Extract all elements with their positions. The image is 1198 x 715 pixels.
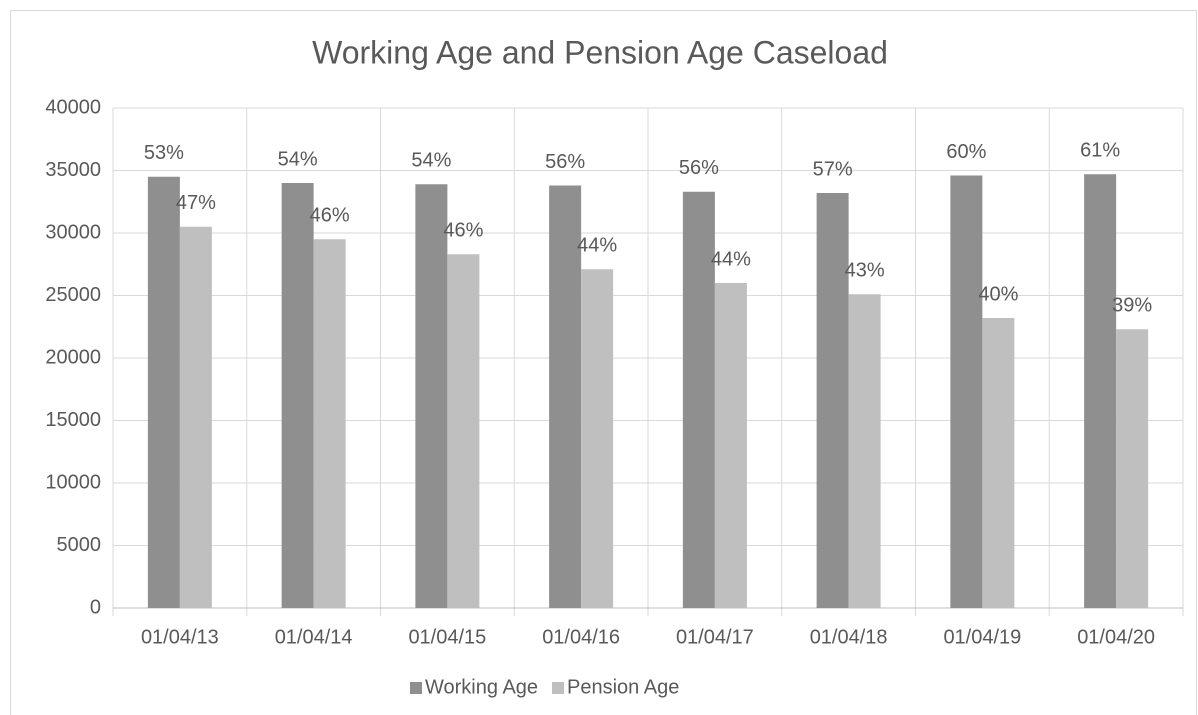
y-tick-label: 15000: [45, 409, 101, 431]
bar: [848, 294, 881, 608]
y-tick-label: 10000: [45, 471, 101, 493]
data-label: 47%: [176, 192, 216, 214]
data-label: 56%: [679, 157, 719, 179]
bar: [950, 175, 983, 608]
bar: [313, 239, 346, 608]
data-label: 61%: [1080, 140, 1120, 162]
bar: [1116, 329, 1149, 608]
bar: [982, 318, 1015, 608]
data-label: 54%: [411, 150, 451, 172]
chart-title: Working Age and Pension Age Caseload: [312, 34, 888, 70]
x-tick-label: 01/04/17: [676, 626, 754, 648]
y-tick-label: 30000: [45, 221, 101, 243]
data-label: 57%: [813, 158, 853, 180]
y-tick-label: 0: [90, 596, 101, 618]
bar: [682, 191, 715, 608]
y-tick-label: 20000: [45, 346, 101, 368]
x-tick-label: 01/04/14: [275, 626, 353, 648]
data-label: 44%: [711, 248, 751, 270]
x-tick-label: 01/04/16: [542, 626, 620, 648]
data-label: 54%: [278, 148, 318, 170]
chart-frame: [10, 10, 1197, 715]
bar: [147, 176, 180, 608]
data-label: 46%: [443, 220, 483, 242]
bar: [816, 193, 849, 608]
y-tick-label: 25000: [45, 284, 101, 306]
bar: [581, 269, 614, 608]
legend-swatch: [410, 682, 422, 694]
y-tick-label: 5000: [57, 534, 102, 556]
legend-label: Working Age: [425, 676, 538, 698]
x-tick-label: 01/04/13: [141, 626, 219, 648]
x-tick-label: 01/04/15: [408, 626, 486, 648]
bar: [549, 185, 582, 608]
legend-label: Pension Age: [567, 676, 679, 698]
data-label: 46%: [310, 205, 350, 227]
bar: [415, 184, 448, 608]
data-label: 53%: [144, 142, 184, 164]
x-tick-label: 01/04/19: [943, 626, 1021, 648]
bar: [447, 254, 480, 608]
data-label: 44%: [577, 235, 617, 257]
bar: [1084, 174, 1117, 608]
bar: [714, 283, 747, 608]
data-label: 40%: [978, 283, 1018, 305]
data-label: 43%: [845, 260, 885, 282]
data-label: 60%: [946, 141, 986, 163]
bar: [281, 183, 314, 608]
legend-swatch: [552, 682, 565, 694]
data-label: 56%: [545, 151, 585, 173]
y-tick-label: 40000: [45, 96, 101, 118]
x-tick-label: 01/04/18: [810, 626, 888, 648]
y-tick-label: 35000: [45, 159, 101, 181]
bar: [179, 226, 212, 608]
x-tick-label: 01/04/20: [1077, 626, 1155, 648]
data-label: 39%: [1112, 295, 1152, 317]
